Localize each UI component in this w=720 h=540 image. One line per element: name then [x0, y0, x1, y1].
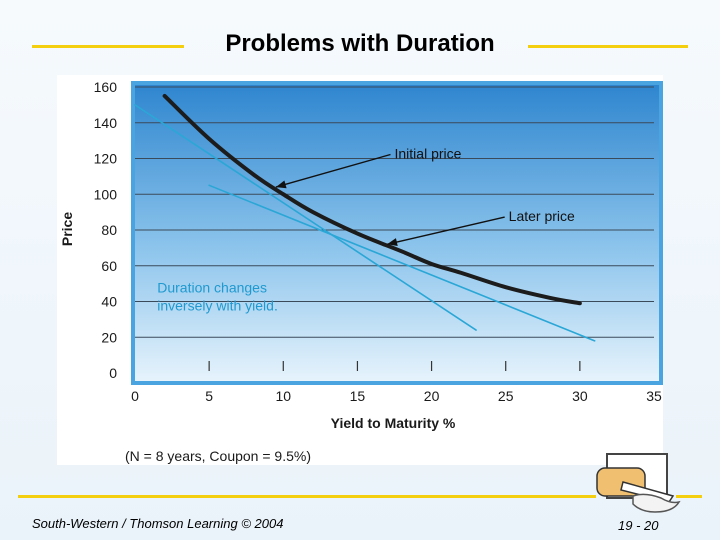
annotation-label: Initial price [395, 146, 462, 162]
price-yield-chart: 0 20 40 60 80 100 120 140 160 0 5 10 15 20 25 30 35 Init… [59, 79, 663, 464]
y-tick-label: 100 [94, 186, 118, 202]
x-tick-label: 0 [131, 388, 139, 404]
initial-tangent-line [134, 104, 477, 331]
chart-figure: 0 20 40 60 80 100 120 140 160 0 5 10 15 20 25 30 35 Init… [57, 75, 663, 465]
annotation-arrowhead [387, 238, 398, 246]
x-tick-label: 25 [498, 388, 514, 404]
x-tick-label: 10 [275, 388, 291, 404]
x-tick-label: 20 [424, 388, 440, 404]
y-tick-label: 120 [94, 151, 118, 167]
page-number: 19 - 20 [618, 518, 659, 533]
y-tick-label: 40 [101, 294, 117, 310]
slide-title: Problems with Duration [225, 30, 495, 57]
title-rule-right [528, 45, 688, 48]
x-tick-label: 35 [646, 388, 662, 404]
annotation-arrowhead [275, 180, 287, 189]
plot-background [135, 85, 659, 381]
x-axis-label: Yield to Maturity % [331, 415, 456, 431]
y-axis-label: Price [59, 212, 75, 246]
footer-rule [18, 495, 596, 498]
y-tick-label: 60 [101, 258, 117, 274]
y-tick-label: 140 [94, 115, 118, 131]
y-tick-label: 0 [109, 365, 117, 381]
x-tick-label: 30 [572, 388, 588, 404]
annotation-arrow [275, 153, 391, 188]
annotation-arrow [386, 216, 505, 245]
annotation-text-duration: Duration changes [157, 280, 267, 296]
chart-note: (N = 8 years, Coupon = 9.5%) [125, 448, 311, 464]
price-curve [162, 93, 582, 306]
footer-rule-right [676, 495, 702, 498]
writing-hand-clipart [596, 453, 681, 513]
y-tick-label: 20 [101, 329, 117, 345]
y-tick-label: 80 [101, 222, 117, 238]
annotation-text-duration: inversely with yield. [157, 297, 278, 313]
footer-copyright: South-Western / Thomson Learning © 2004 [32, 516, 284, 531]
later-tangent-line [208, 184, 596, 342]
annotation-label: Later price [509, 208, 575, 224]
x-tick-label: 5 [205, 388, 213, 404]
title-rule-left [32, 45, 184, 48]
y-tick-label: 160 [94, 79, 118, 95]
x-tick-label: 15 [350, 388, 366, 404]
